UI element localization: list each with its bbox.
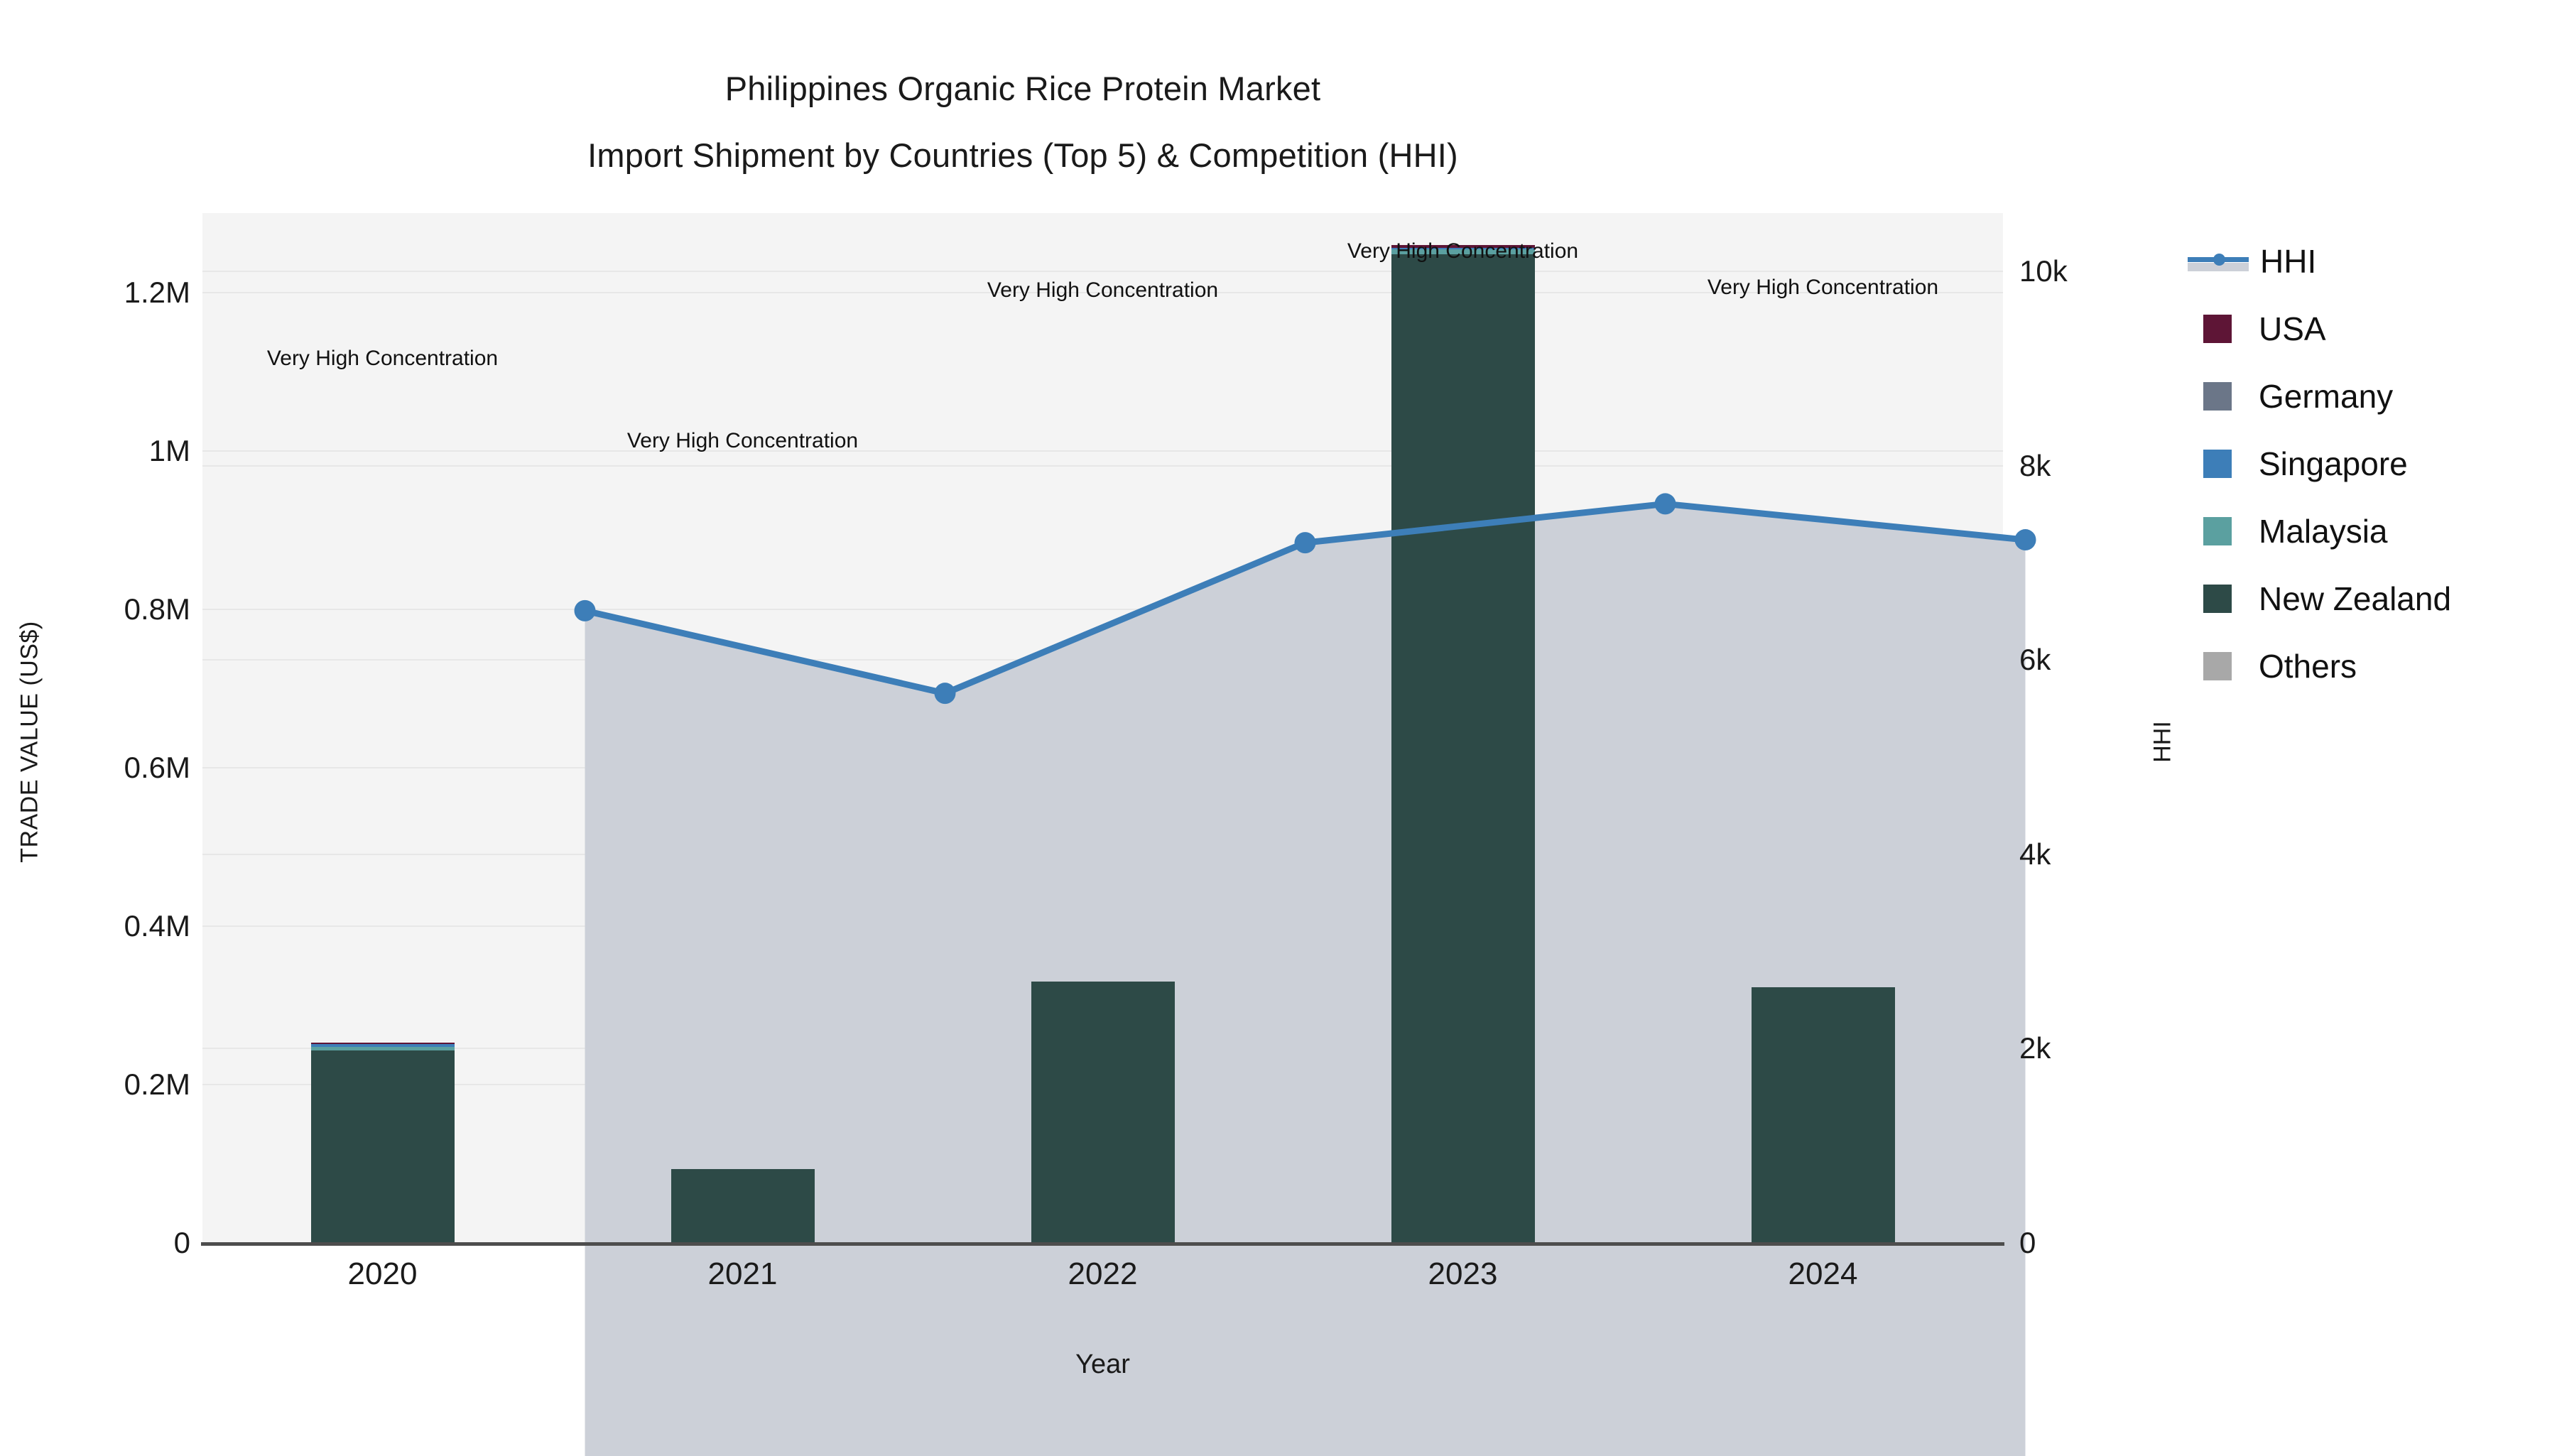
- x-axis-line: [201, 1242, 2004, 1246]
- bar-segment-usa[interactable]: [310, 1042, 455, 1045]
- legend-area-band-icon: [2188, 262, 2249, 271]
- legend-swatch-icon: [2203, 449, 2232, 478]
- bar-2022[interactable]: [1031, 981, 1175, 1243]
- legend-item-singapore[interactable]: Singapore: [2188, 430, 2557, 497]
- y-tick-left-0: 0: [173, 1226, 190, 1259]
- bar-2023[interactable]: [1391, 245, 1535, 1243]
- page-title: Philippines Organic Rice Protein Market: [724, 70, 1321, 107]
- bar-2024[interactable]: [1751, 987, 1895, 1243]
- bar-segment-new-zealand[interactable]: [1751, 987, 1895, 1243]
- y-tick-right-8k: 8k: [2019, 448, 2051, 482]
- hhi-marker-2020[interactable]: [574, 599, 596, 621]
- x-tick-2022: 2022: [1068, 1256, 1138, 1291]
- legend-label: Germany: [2259, 377, 2394, 415]
- annotation-2021: Very High Concentration: [626, 429, 859, 453]
- bar-segment-malaysia[interactable]: [310, 1046, 455, 1050]
- y-tick-right-2k: 2k: [2019, 1031, 2051, 1065]
- annotation-2020: Very High Concentration: [266, 346, 499, 370]
- y-axis-right-label: HHI: [2149, 721, 2176, 763]
- y-tick-left-0.4M: 0.4M: [124, 908, 190, 942]
- bar-segment-new-zealand[interactable]: [310, 1050, 455, 1243]
- annotation-2023: Very High Concentration: [1347, 239, 1579, 264]
- legend-swatch-icon: [2203, 584, 2232, 613]
- bar-segment-new-zealand[interactable]: [671, 1169, 815, 1243]
- gridline-y2-5: [202, 271, 2003, 273]
- chart-title-block: Philippines Organic Rice Protein Market …: [0, 55, 2046, 189]
- y-tick-left-0.8M: 0.8M: [124, 592, 190, 626]
- chart-subtitle: Import Shipment by Countries (Top 5) & C…: [587, 136, 1458, 174]
- legend-item-hhi[interactable]: HHI: [2188, 227, 2557, 295]
- bar-2021[interactable]: [671, 1169, 815, 1243]
- x-tick-2024: 2024: [1788, 1256, 1858, 1291]
- legend-line-icon: [2188, 247, 2249, 276]
- legend-line-dot-icon: [2213, 253, 2225, 266]
- y-tick-right-10k: 10k: [2019, 254, 2068, 288]
- bar-segment-new-zealand[interactable]: [1391, 254, 1535, 1243]
- legend-label: Malaysia: [2259, 512, 2388, 550]
- x-tick-2020: 2020: [347, 1256, 418, 1291]
- hhi-line-overlay: [574, 493, 2036, 705]
- annotation-2024: Very High Concentration: [1707, 276, 1939, 300]
- hhi-area-and-line: [585, 504, 2026, 1456]
- y-tick-right-0: 0: [2019, 1226, 2036, 1259]
- legend-item-usa[interactable]: USA: [2188, 295, 2557, 362]
- legend-swatch-icon: [2203, 314, 2232, 343]
- legend-swatch-icon: [2203, 381, 2232, 411]
- y-axis-left-ticks: 0 0.2M 0.4M 0.6M 0.8M 1M 1.2M: [0, 0, 190, 1438]
- y-tick-left-1.2M: 1.2M: [124, 275, 190, 309]
- x-axis-label: Year: [1075, 1349, 1130, 1379]
- gridline-y2-4: [202, 464, 2003, 467]
- hhi-marker-2022[interactable]: [1294, 532, 1316, 554]
- legend-label: HHI: [2260, 242, 2317, 280]
- hhi-marker-2023[interactable]: [1654, 493, 1676, 515]
- legend-swatch-icon: [2203, 516, 2232, 545]
- gridline-y-5: [202, 450, 2003, 452]
- legend-label: Others: [2259, 647, 2357, 685]
- y-tick-left-0.2M: 0.2M: [124, 1067, 190, 1101]
- legend: HHI USA Germany Singapore Malaysia New Zealan…: [2188, 227, 2557, 700]
- bar-segment-usa[interactable]: [1391, 245, 1535, 248]
- y-tick-right-6k: 6k: [2019, 643, 2051, 677]
- bar-segment-singapore[interactable]: [1391, 247, 1535, 250]
- legend-label: USA: [2259, 310, 2326, 347]
- legend-item-malaysia[interactable]: Malaysia: [2188, 497, 2557, 565]
- bar-2020[interactable]: [310, 1042, 455, 1243]
- legend-item-new-zealand[interactable]: New Zealand: [2188, 565, 2557, 632]
- legend-item-germany[interactable]: Germany: [2188, 362, 2557, 430]
- y-axis-left-label: TRADE VALUE (US$): [16, 621, 43, 863]
- legend-item-others[interactable]: Others: [2188, 632, 2557, 700]
- plot-area: Very High Concentration Very High Concent…: [202, 213, 2036, 1456]
- hhi-marker-2021[interactable]: [934, 683, 956, 705]
- y-tick-left-1M: 1M: [148, 433, 190, 467]
- legend-label: Singapore: [2259, 445, 2408, 482]
- x-tick-2021: 2021: [707, 1256, 778, 1291]
- bar-segment-malaysia[interactable]: [1391, 249, 1535, 254]
- bar-segment-new-zealand[interactable]: [1031, 981, 1175, 1243]
- hhi-area-fill: [585, 504, 2026, 1456]
- annotation-2022: Very High Concentration: [987, 278, 1219, 303]
- gridline-y-6: [202, 291, 2003, 293]
- gridline-y-4: [202, 608, 2003, 610]
- legend-label: New Zealand: [2259, 580, 2452, 617]
- y-tick-right-4k: 4k: [2019, 837, 2051, 871]
- y-tick-left-0.6M: 0.6M: [124, 750, 190, 784]
- bar-segment-singapore[interactable]: [310, 1044, 455, 1047]
- hhi-marker-2024[interactable]: [2014, 529, 2036, 551]
- x-tick-2023: 2023: [1428, 1256, 1498, 1291]
- y-axis-right-ticks: 0 2k 4k 6k 8k 10k: [2019, 0, 2232, 1438]
- legend-swatch-icon: [2203, 651, 2232, 680]
